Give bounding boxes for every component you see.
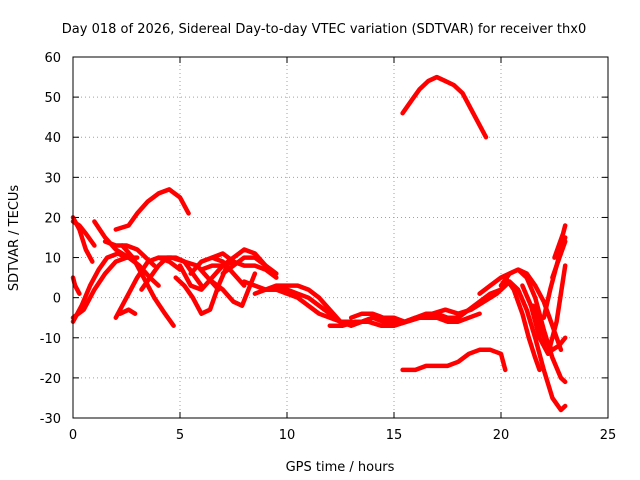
- series-arc-6: [70, 255, 140, 320]
- series-arc-30: [498, 267, 568, 385]
- y-tick-label: 30: [44, 171, 61, 186]
- series-arc-27: [400, 347, 508, 373]
- x-tick-label: 15: [386, 428, 403, 443]
- y-axis-label: SDTVAR / TECUs: [7, 185, 22, 292]
- series-arc-8: [113, 187, 191, 232]
- series-arc-12: [119, 243, 176, 328]
- series-arc-20: [220, 255, 279, 276]
- axis-ticks: 0 5 10 15 20 25 -30 -20 -10 0 10 20 30 40 50 60: [40, 51, 617, 443]
- y-tick-label: 10: [44, 252, 61, 267]
- x-tick-label: 5: [176, 428, 184, 443]
- y-tick-label: 0: [53, 292, 61, 307]
- series-arc-31: [503, 275, 542, 373]
- series-arc-7: [102, 239, 157, 268]
- series-arc-2: [70, 219, 97, 248]
- data-series: [70, 74, 568, 413]
- series-arc-32: [520, 263, 568, 357]
- series-arc-33: [530, 303, 568, 353]
- series-arc-10: [117, 307, 138, 316]
- series-arc-36: [550, 239, 568, 280]
- y-tick-label: -10: [40, 332, 61, 347]
- series-arc-3: [70, 275, 82, 296]
- chart-title: Day 018 of 2026, Sidereal Day-to-day VTE…: [62, 22, 586, 37]
- series-arc-25: [348, 311, 482, 324]
- series-arc-9: [113, 255, 183, 320]
- x-tick-label: 10: [279, 428, 296, 443]
- series-arc-17: [209, 271, 258, 308]
- y-tick-label: 50: [44, 91, 61, 106]
- series-arc-5: [70, 251, 129, 324]
- x-tick-label: 20: [493, 428, 510, 443]
- series-arc-29: [488, 279, 568, 413]
- y-tick-label: 20: [44, 211, 61, 226]
- series-arc-26: [400, 74, 489, 140]
- series-arc-19: [209, 251, 279, 280]
- grid: [73, 57, 608, 418]
- y-tick-label: 40: [44, 131, 61, 146]
- x-tick-label: 25: [600, 428, 617, 443]
- x-tick-label: 0: [69, 428, 77, 443]
- series-arc-18: [199, 247, 268, 272]
- series-arc-35: [552, 223, 568, 260]
- plot-frame: [72, 56, 609, 419]
- y-tick-label: 60: [44, 51, 61, 66]
- y-tick-label: -30: [40, 412, 61, 427]
- x-axis-label: GPS time / hours: [286, 460, 395, 475]
- series-arc-23: [263, 287, 397, 328]
- y-tick-label: -20: [40, 372, 61, 387]
- series-arc-16: [188, 255, 247, 288]
